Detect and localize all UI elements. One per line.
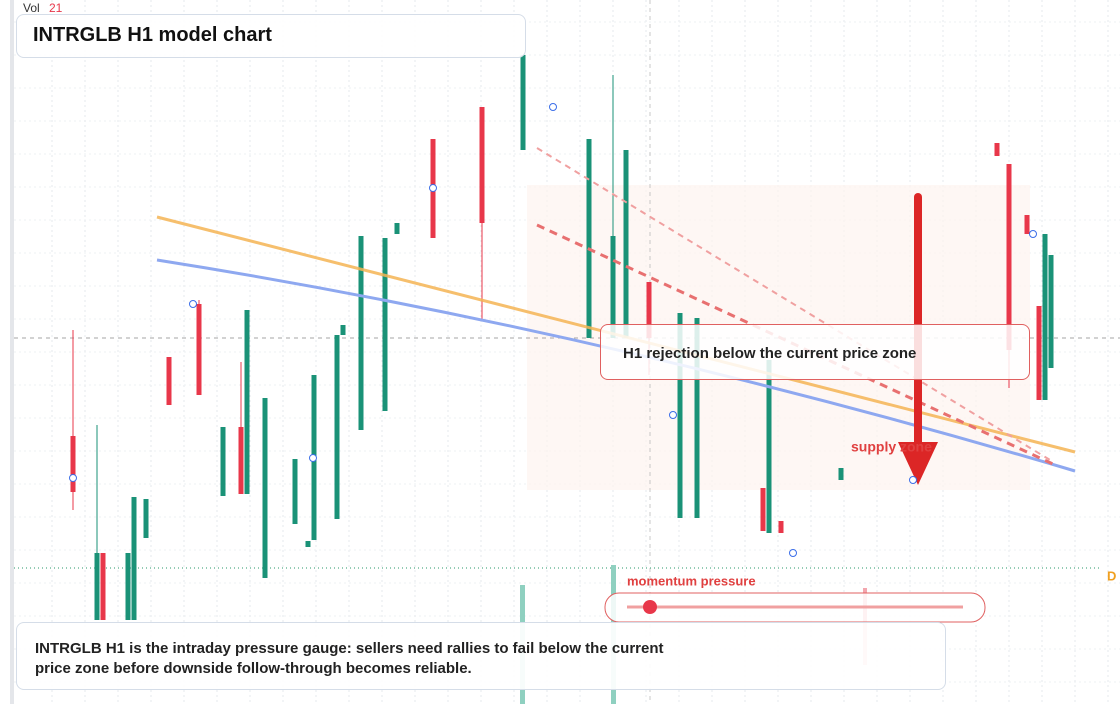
edge-label: D [1107, 568, 1116, 583]
marker [549, 103, 557, 111]
marker [69, 474, 77, 482]
volume-label: Vol [23, 1, 40, 15]
candle-body [125, 553, 131, 620]
candle-body [220, 427, 226, 496]
candle-body [994, 143, 1000, 156]
candle-body [1036, 306, 1042, 400]
note: INTRGLB H1 is the intraday pressure gaug… [16, 622, 946, 690]
candle-body [94, 553, 100, 620]
marker [909, 476, 917, 484]
candle-body [340, 325, 346, 335]
candle-body [100, 553, 106, 620]
candle-body [305, 541, 311, 547]
candle-body [166, 357, 172, 405]
candle-body [610, 236, 616, 338]
candle-body [677, 313, 683, 518]
candle-body [1024, 215, 1030, 234]
candle-body [520, 55, 526, 150]
candle-body [244, 310, 250, 494]
candle-body [358, 236, 364, 430]
gauge-label: momentum pressure [627, 573, 756, 588]
candle-body [196, 304, 202, 395]
zone-label: supply zone [851, 439, 932, 455]
candle-body [1048, 255, 1054, 368]
chart-title: INTRGLB H1 model chart [16, 14, 526, 58]
arrow-head [898, 442, 938, 485]
candles [70, 55, 1054, 620]
candle-body [70, 436, 76, 492]
candle-body [838, 468, 844, 480]
dashed-line [536, 147, 1051, 461]
left-edge [10, 0, 14, 704]
candle-body [694, 318, 700, 518]
marker [189, 300, 197, 308]
gauge-knob [643, 600, 657, 614]
candle-body [778, 521, 784, 533]
marker [1029, 230, 1037, 238]
candle-body [131, 497, 137, 620]
candle-body [646, 282, 652, 338]
marker [789, 549, 797, 557]
candle-body [394, 223, 400, 234]
candle-body [382, 238, 388, 411]
annotation: H1 rejection below the current price zon… [600, 324, 1030, 380]
volume-value: 21 [49, 1, 63, 15]
candle-body [292, 459, 298, 524]
candle-body [760, 488, 766, 531]
marker [429, 184, 437, 192]
candle-body [143, 499, 149, 538]
note-text: INTRGLB H1 is the intraday pressure gaug… [35, 640, 664, 677]
marker [309, 454, 317, 462]
candle-body [262, 398, 268, 578]
candle-body [479, 107, 485, 223]
candle-body [623, 150, 629, 338]
candle-body [1006, 164, 1012, 350]
candle-body [238, 427, 244, 494]
marker [669, 411, 677, 419]
candle-body [766, 360, 772, 533]
candle-body [1042, 234, 1048, 400]
candle-body [334, 335, 340, 519]
candle-body [586, 139, 592, 338]
